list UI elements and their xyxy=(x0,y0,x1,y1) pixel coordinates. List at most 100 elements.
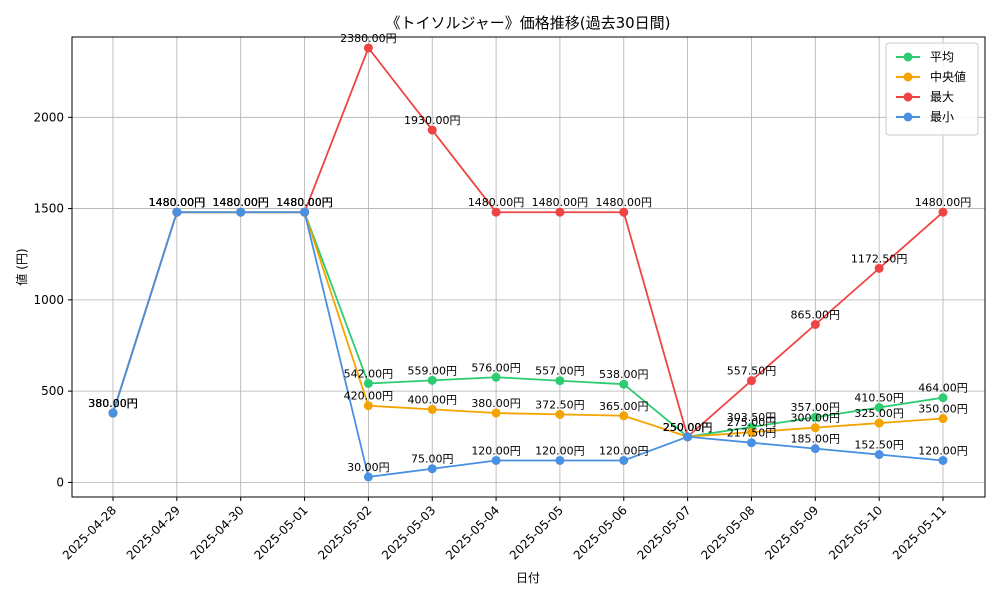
x-axis-ticks: 2025-04-28 2025-04-29 2025-04-30 2025-05-01… xyxy=(60,497,949,562)
data-point xyxy=(363,401,373,411)
data-point xyxy=(236,207,246,217)
data-point xyxy=(619,455,629,465)
data-point xyxy=(555,455,565,465)
legend-item: 平均 xyxy=(896,50,954,64)
data-label: 1480.00円 xyxy=(212,196,269,209)
legend-swatch-marker xyxy=(903,112,913,122)
data-label: 557.50円 xyxy=(727,365,777,378)
x-tick-label: 2025-05-09 xyxy=(762,503,821,562)
series-line xyxy=(112,211,944,478)
x-tick-label: 2025-05-04 xyxy=(443,503,502,562)
data-point xyxy=(491,207,501,217)
data-point xyxy=(491,372,501,382)
data-point xyxy=(363,43,373,53)
data-point xyxy=(683,432,693,442)
x-tick-label: 2025-05-03 xyxy=(379,503,438,562)
x-tick-label: 2025-05-07 xyxy=(635,503,694,562)
data-labels: 380.00円 1480.00円 1480.00円 1480.00円 542.00円 55… xyxy=(88,32,971,474)
data-label: 380.00円 xyxy=(88,397,138,410)
y-tick-label: 2000 xyxy=(33,110,64,124)
data-label: 559.00円 xyxy=(407,364,457,377)
legend-swatch-marker xyxy=(903,52,913,62)
data-label: 365.00円 xyxy=(599,400,649,413)
data-point xyxy=(938,414,948,424)
plot-frame xyxy=(71,36,986,498)
data-label: 1480.00円 xyxy=(149,196,206,209)
x-tick-label: 2025-05-05 xyxy=(507,503,566,562)
data-label: 1480.00円 xyxy=(212,196,269,209)
data-label: 217.50円 xyxy=(727,427,777,440)
data-label: 380.00円 xyxy=(88,397,138,410)
y-axis-ticks: 0 500 1000 1500 2000 xyxy=(33,110,72,489)
x-axis-label: 日付 xyxy=(516,571,540,585)
legend-swatch-marker xyxy=(903,72,913,82)
data-point xyxy=(427,375,437,385)
data-point xyxy=(810,423,820,433)
data-label: 1480.00円 xyxy=(149,196,206,209)
data-point xyxy=(172,207,182,217)
data-label: 300.00円 xyxy=(791,412,841,425)
data-label: 542.00円 xyxy=(344,367,394,380)
series xyxy=(108,43,948,482)
data-point xyxy=(491,408,501,418)
data-label: 1480.00円 xyxy=(149,196,206,209)
legend-item: 中央値 xyxy=(896,69,966,84)
data-label: 557.00円 xyxy=(535,365,585,378)
data-label: 410.50円 xyxy=(854,391,904,404)
data-label: 120.00円 xyxy=(599,444,649,457)
data-point xyxy=(108,408,118,418)
data-label: 380.00円 xyxy=(88,397,138,410)
x-tick-label: 2025-05-06 xyxy=(571,503,630,562)
data-label: 1172.50円 xyxy=(851,252,908,265)
data-point xyxy=(363,378,373,388)
data-label: 1930.00円 xyxy=(404,114,461,127)
data-label: 120.00円 xyxy=(471,444,521,457)
data-point xyxy=(746,438,756,448)
legend-item: 最大 xyxy=(896,90,954,104)
data-point xyxy=(810,444,820,454)
data-point xyxy=(938,393,948,403)
series-3 xyxy=(108,207,948,482)
data-label: 75.00円 xyxy=(411,453,454,466)
y-tick-label: 0 xyxy=(56,475,64,489)
data-label: 372.50円 xyxy=(535,398,585,411)
data-label: 120.00円 xyxy=(535,444,585,457)
data-label: 250.00円 xyxy=(663,421,713,434)
data-point xyxy=(619,207,629,217)
data-point xyxy=(363,472,373,482)
legend-label: 最大 xyxy=(930,90,954,104)
x-tick-label: 2025-04-28 xyxy=(60,503,119,562)
chart-title: 《トイソルジャー》価格推移(過去30日間) xyxy=(385,14,670,32)
data-label: 380.00円 xyxy=(471,397,521,410)
data-label: 250.00円 xyxy=(663,421,713,434)
data-label: 2380.00円 xyxy=(340,32,397,45)
y-axis-label: 値 (円) xyxy=(14,248,29,285)
data-label: 30.00円 xyxy=(347,461,390,474)
data-label: 120.00円 xyxy=(918,444,968,457)
data-label: 1480.00円 xyxy=(212,196,269,209)
data-point xyxy=(427,464,437,474)
data-label: 400.00円 xyxy=(407,393,457,406)
data-point xyxy=(619,411,629,421)
data-label: 250.00円 xyxy=(663,421,713,434)
legend-label: 中央値 xyxy=(930,69,966,84)
data-label: 1480.00円 xyxy=(149,196,206,209)
data-point xyxy=(874,450,884,460)
data-label: 576.00円 xyxy=(471,361,521,374)
data-point xyxy=(874,418,884,428)
data-label: 1480.00円 xyxy=(468,196,525,209)
data-point xyxy=(810,320,820,329)
data-point xyxy=(555,409,565,419)
legend-swatch-marker xyxy=(903,92,913,102)
data-label: 357.00円 xyxy=(791,401,841,414)
data-label: 250.00円 xyxy=(663,421,713,434)
data-label: 1480.00円 xyxy=(532,196,589,209)
x-tick-label: 2025-05-10 xyxy=(826,503,885,562)
legend-label: 平均 xyxy=(930,50,954,64)
data-label: 865.00円 xyxy=(791,309,841,322)
data-label: 1480.00円 xyxy=(276,196,333,209)
data-label: 1480.00円 xyxy=(276,196,333,209)
x-tick-label: 2025-05-01 xyxy=(251,503,310,562)
data-label: 380.00円 xyxy=(88,397,138,410)
